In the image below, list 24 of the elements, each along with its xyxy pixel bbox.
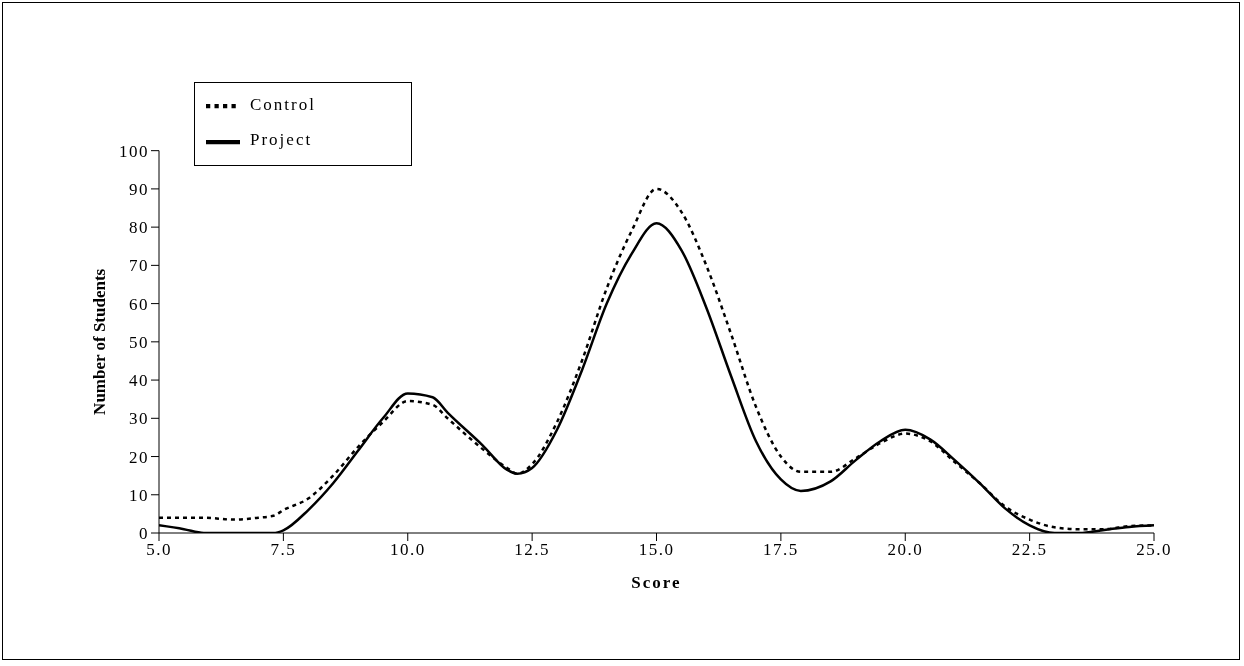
x-tick-label: 15.0: [638, 540, 675, 560]
x-tick-label: 7.5: [270, 540, 297, 560]
y-tick-label: 10: [129, 485, 149, 505]
y-tick-label: 0: [139, 524, 149, 544]
y-tick-label: 30: [129, 409, 149, 429]
y-tick-label: 50: [129, 332, 149, 352]
legend-label: Project: [250, 130, 313, 150]
x-tick-label: 20.0: [887, 540, 924, 560]
x-axis-title: Score: [631, 573, 682, 592]
y-tick-label: 80: [129, 218, 149, 238]
x-tick-label: 22.5: [1011, 540, 1048, 560]
x-tick-label: 17.5: [763, 540, 799, 560]
y-tick-label: 40: [129, 371, 149, 391]
y-tick-label: 60: [129, 294, 149, 314]
x-tick-label: 25.0: [1136, 540, 1172, 560]
x-tick-label: 12.5: [514, 540, 550, 560]
y-tick-label: 20: [129, 447, 149, 467]
x-tick-label: 5.0: [146, 540, 172, 560]
legend-label: Control: [250, 95, 316, 114]
x-tick-label: 10.0: [389, 540, 426, 560]
y-tick-label: 90: [129, 179, 149, 199]
y-tick-label: 100: [119, 141, 149, 161]
y-axis-title: Number of Students: [90, 268, 110, 415]
y-tick-label: 70: [129, 256, 149, 276]
